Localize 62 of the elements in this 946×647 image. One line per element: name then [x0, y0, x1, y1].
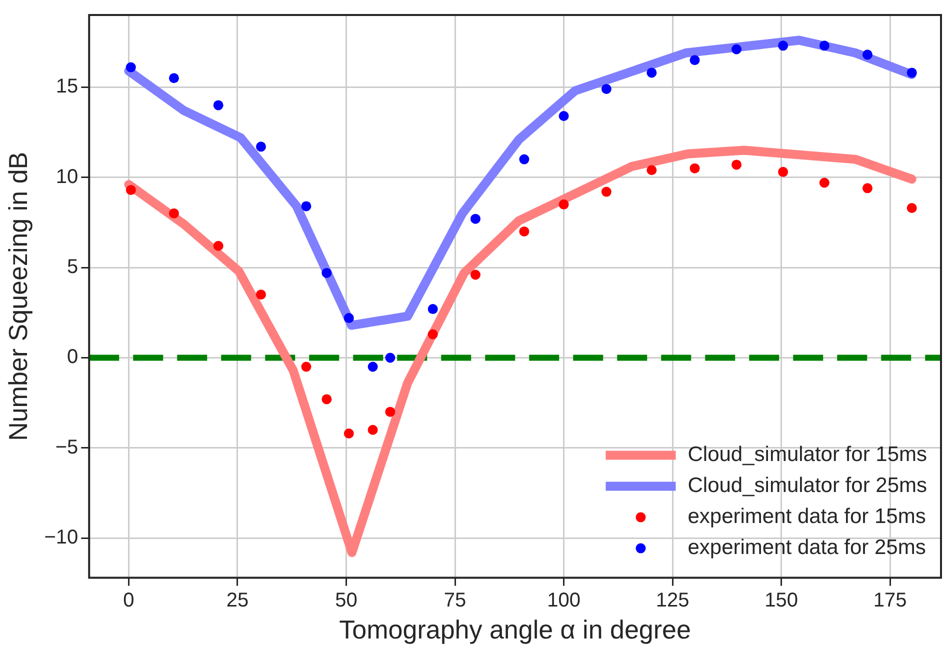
x-axis-title: Tomography angle α in degree: [339, 614, 691, 645]
point: [126, 62, 136, 72]
x-tick-label: 100: [547, 589, 580, 612]
point: [168, 73, 179, 84]
point: [368, 362, 378, 372]
point: [819, 40, 830, 51]
point: [732, 160, 742, 170]
point: [690, 55, 700, 66]
x-tick-label: 75: [444, 589, 466, 612]
point: [256, 290, 266, 300]
point: [470, 214, 480, 224]
point: [385, 406, 396, 417]
x-tick-label: 50: [335, 589, 358, 612]
point: [385, 352, 396, 363]
legend-label: experiment data for 15ms: [688, 505, 926, 528]
point: [558, 199, 569, 210]
point: [322, 268, 332, 278]
point: [344, 313, 354, 324]
point: [558, 111, 569, 122]
point: [906, 68, 917, 78]
point: [301, 201, 312, 212]
y-axis-title: Number Squeezing in dB: [2, 152, 33, 441]
point: [428, 304, 438, 314]
legend-label: experiment data for 25ms: [688, 536, 926, 560]
point: [601, 186, 612, 197]
point: [213, 100, 224, 110]
point: [322, 394, 332, 404]
point: [213, 240, 224, 251]
x-tick-label: 0: [123, 589, 134, 612]
point: [168, 208, 179, 218]
y-tick-label: −5: [55, 436, 78, 458]
point: [126, 184, 136, 195]
y-tick-label: −10: [44, 526, 78, 549]
x-tick-label: 175: [873, 589, 907, 612]
point: [470, 270, 480, 280]
x-tick-label: 150: [764, 589, 798, 612]
point: [778, 166, 788, 177]
point: [732, 44, 742, 54]
point: [778, 40, 788, 51]
point: [519, 226, 530, 236]
legend-label: Cloud_simulator for 25ms: [688, 474, 927, 498]
x-tick-label: 25: [226, 589, 249, 612]
point: [428, 329, 438, 340]
point: [646, 165, 657, 176]
point: [646, 68, 657, 78]
point: [256, 142, 266, 152]
point: [301, 362, 312, 372]
point: [368, 424, 378, 435]
legend-label: Cloud_simulator for 15ms: [688, 443, 927, 466]
x-tick-label: 125: [656, 589, 690, 612]
point: [819, 178, 830, 188]
y-tick-label: 15: [56, 76, 78, 98]
point: [862, 183, 872, 194]
y-tick-label: 10: [56, 166, 78, 188]
y-tick-label: 5: [67, 256, 78, 278]
point: [906, 203, 917, 214]
point: [601, 84, 612, 94]
point: [862, 50, 872, 60]
point: [690, 163, 700, 174]
point: [344, 428, 354, 438]
y-tick-label: 0: [67, 346, 78, 368]
point: [519, 154, 530, 164]
